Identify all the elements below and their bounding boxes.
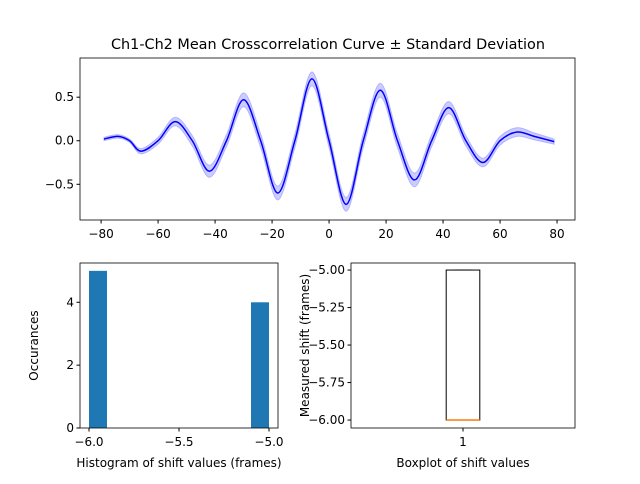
x-tick-label: −60 [145, 227, 170, 241]
x-tick-label: −80 [88, 227, 113, 241]
y-tick-label: 2 [66, 358, 74, 372]
x-tick-label: −6.0 [74, 435, 103, 449]
y-tick-label: 0.0 [55, 134, 74, 148]
x-axis-label: Histogram of shift values (frames) [76, 456, 281, 470]
histogram-bar [251, 302, 269, 428]
x-tick-label: 1 [459, 435, 467, 449]
y-tick-label: 0.5 [55, 90, 74, 104]
x-tick-label: 60 [492, 227, 507, 241]
y-axis-label: Measured shift (frames) [298, 274, 312, 417]
histogram-bar [89, 270, 107, 428]
y-tick-label: 4 [66, 295, 74, 309]
box [445, 269, 481, 421]
x-axis-label: Boxplot of shift values [396, 456, 529, 470]
x-tick-label: −5.0 [254, 435, 283, 449]
x-tick-label: −20 [259, 227, 284, 241]
y-axis-label: Occurances [27, 310, 41, 380]
x-tick-label: 80 [549, 227, 564, 241]
x-tick-label: −40 [202, 227, 227, 241]
chart-title: Ch1-Ch2 Mean Crosscorrelation Curve ± St… [111, 37, 545, 53]
y-tick-label: 0 [66, 421, 74, 435]
y-tick-label: −5.25 [308, 301, 345, 315]
y-tick-label: −6.00 [308, 413, 345, 427]
y-tick-label: −5.75 [308, 376, 345, 390]
x-tick-label: 40 [435, 227, 450, 241]
mean-line [103, 78, 555, 206]
x-tick-label: −5.5 [164, 435, 193, 449]
axes-frame [79, 57, 576, 221]
y-tick-label: −5.00 [308, 263, 345, 277]
x-tick-label: 20 [378, 227, 393, 241]
axes-frame [350, 262, 576, 429]
x-tick-label: 0 [325, 227, 333, 241]
y-tick-label: −5.50 [308, 338, 345, 352]
y-tick-label: −0.5 [45, 177, 74, 191]
axes-frame [79, 262, 279, 429]
